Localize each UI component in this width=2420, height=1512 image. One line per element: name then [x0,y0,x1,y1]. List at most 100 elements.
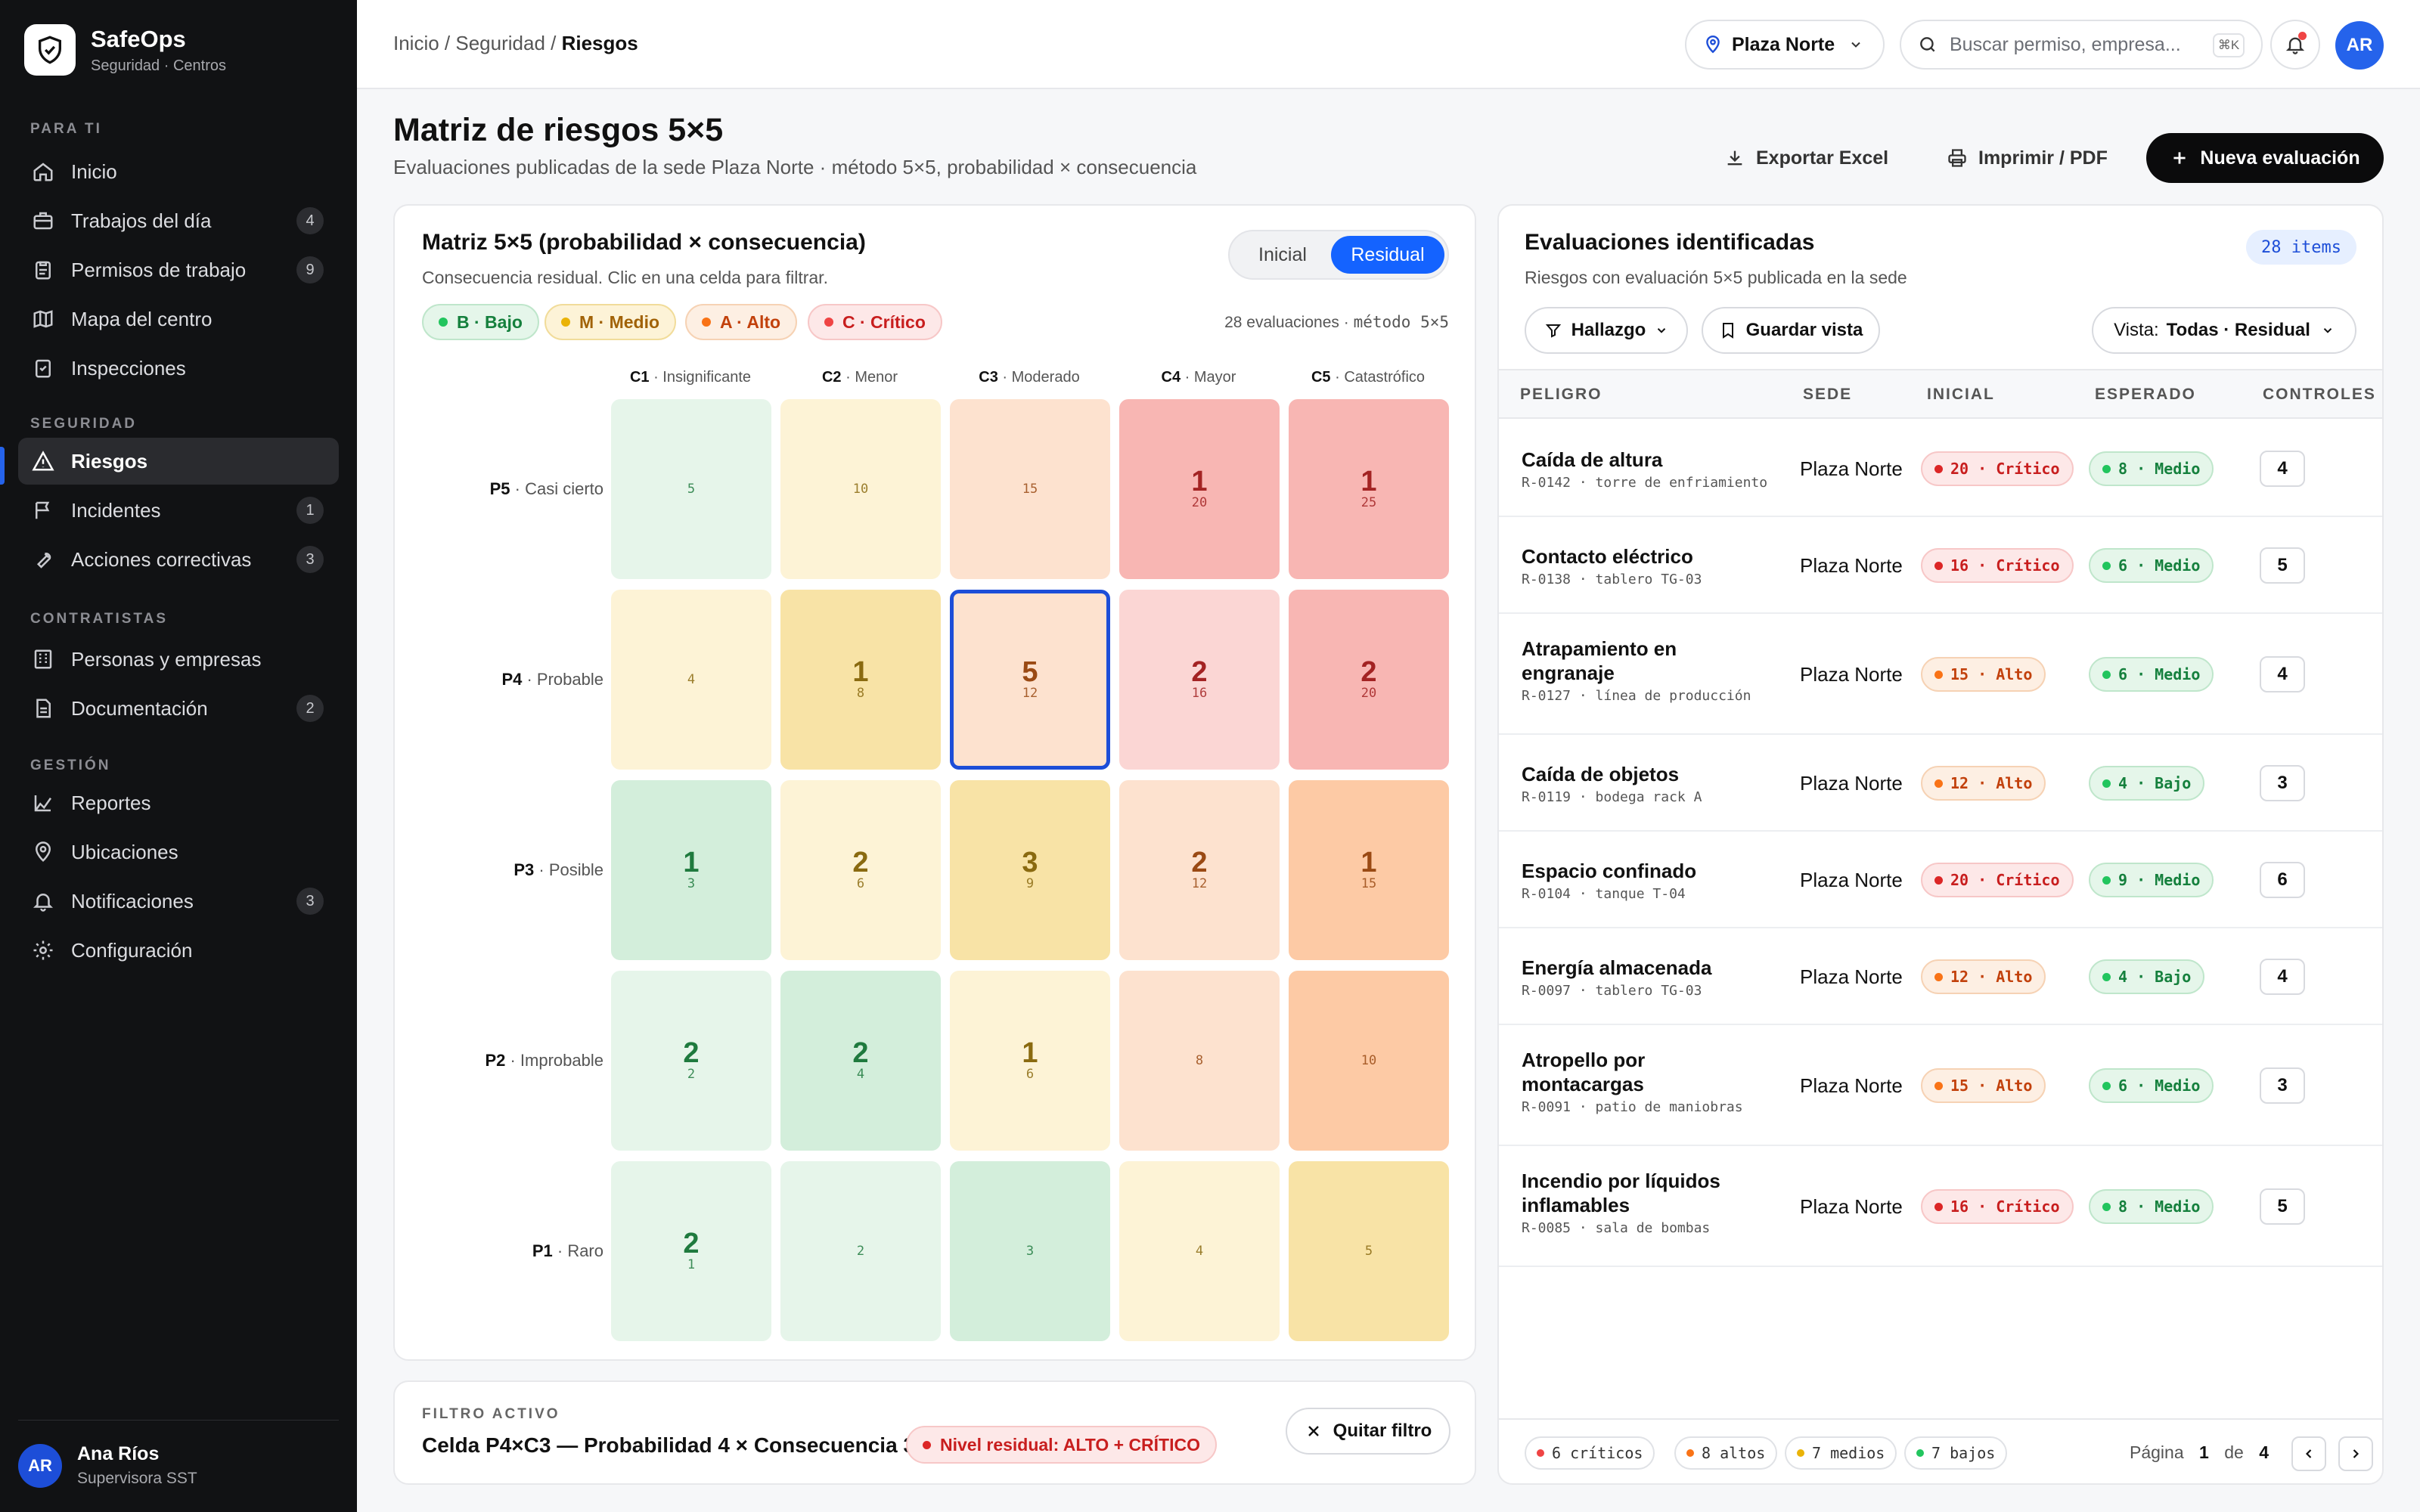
table-row[interactable]: Atropello por montacargas R-0091 · patio … [1499,1025,2382,1146]
breadcrumb-current: Riesgos [561,32,638,54]
sidebar-item-documentación[interactable]: Documentación 2 [18,685,339,732]
sidebar-item-permisos-de-trabajo[interactable]: Permisos de trabajo 9 [18,246,339,293]
expected-risk-label: 4 · Bajo [2118,968,2192,986]
prev-page-button[interactable] [2291,1436,2326,1471]
topbar: Inicio / Seguridad / Riesgos Plaza Norte… [357,0,2420,89]
matrix-cell-p4-c5[interactable]: 2 20 [1289,590,1449,770]
hallazgo-filter-button[interactable]: Hallazgo [1525,307,1688,354]
breadcrumb: Inicio / Seguridad / Riesgos [393,32,638,54]
sidebar-item-incidentes[interactable]: Incidentes 1 [18,487,339,534]
section-label: GESTIÓN [30,758,111,773]
table-row[interactable]: Espacio confinado R-0104 · tanque T-04 Pla… [1499,832,2382,928]
col-inicial[interactable]: INICIAL [1927,386,1995,403]
controls-count[interactable]: 6 [2260,862,2305,898]
row-label-p2: P2 · Improbable [485,1051,603,1070]
sidebar-item-inspecciones[interactable]: Inspecciones [18,345,339,392]
col-peligro[interactable]: PELIGRO [1520,386,1602,403]
matrix-cell-p1-c4[interactable]: 4 [1119,1161,1280,1341]
controls-count[interactable]: 3 [2260,765,2305,801]
notifications-button[interactable] [2270,20,2320,70]
location-selector[interactable]: Plaza Norte [1685,20,1885,70]
col-sede[interactable]: SEDE [1803,386,1853,403]
matrix-cell-p1-c2[interactable]: 2 [780,1161,941,1341]
breadcrumb-seguridad[interactable]: Seguridad [455,32,545,54]
controls-count[interactable]: 5 [2260,1188,2305,1225]
next-page-button[interactable] [2338,1436,2373,1471]
sidebar-item-inicio[interactable]: Inicio [18,148,339,195]
brand[interactable]: SafeOps Seguridad · Centros [24,24,226,76]
sidebar-item-mapa-del-centro[interactable]: Mapa del centro [18,296,339,342]
matrix-cell-p4-c4[interactable]: 2 16 [1119,590,1280,770]
save-view-button[interactable]: Guardar vista [1702,307,1880,354]
controls-count[interactable]: 4 [2260,451,2305,487]
initial-risk-badge: 15 · Alto [1921,1068,2046,1103]
expected-risk-badge: 8 · Medio [2089,451,2214,486]
col-esperado[interactable]: ESPERADO [2095,386,2196,403]
matrix-cell-p1-c5[interactable]: 5 [1289,1161,1449,1341]
search-icon [1920,37,1935,52]
user-name: Ana Ríos [77,1443,160,1464]
breadcrumb-home[interactable]: Inicio [393,32,439,54]
user-avatar-button[interactable]: AR [2335,21,2384,70]
controls-count[interactable]: 4 [2260,656,2305,692]
matrix-cell-p5-c4[interactable]: 1 20 [1119,399,1280,579]
table-row[interactable]: Contacto eléctrico R-0138 · tablero TG-03… [1499,517,2382,614]
matrix-cell-p5-c5[interactable]: 1 25 [1289,399,1449,579]
col-controles[interactable]: CONTROLES [2263,386,2376,403]
sidebar-item-label: Documentación [71,696,208,720]
sidebar-item-ubicaciones[interactable]: Ubicaciones [18,829,339,875]
new-evaluation-button[interactable]: Nueva evaluación [2146,133,2384,183]
user-profile[interactable]: AR Ana Ríos Supervisora SST [18,1420,339,1488]
matrix-cell-p3-c4[interactable]: 2 12 [1119,780,1280,960]
view-selector[interactable]: Vista: Todas · Residual [2092,307,2356,354]
controls-count[interactable]: 4 [2260,959,2305,995]
legend-label: B · Bajo [457,311,523,332]
sidebar-item-notificaciones[interactable]: Notificaciones 3 [18,878,339,925]
matrix-cell-p3-c5[interactable]: 1 15 [1289,780,1449,960]
column-name: Insignificante [662,369,752,386]
matrix-cell-p2-c5[interactable]: 10 [1289,971,1449,1151]
table-row[interactable]: Caída de objetos R-0119 · bodega rack A Pl… [1499,735,2382,832]
initial-risk-label: 20 · Crítico [1950,460,2060,478]
cell-score: 6 [856,876,865,891]
sidebar-item-trabajos-del-día[interactable]: Trabajos del día 4 [18,197,339,244]
toggle-residual[interactable]: Residual [1331,236,1444,274]
controls-count[interactable]: 3 [2260,1067,2305,1104]
cell-score: 20 [1191,495,1208,510]
clipboard-icon [36,261,51,280]
print-button[interactable]: Imprimir / PDF [1947,133,2108,183]
app-name: SafeOps [91,25,186,52]
matrix-cell-p5-c1[interactable]: 5 [611,399,771,579]
shield-logo-icon [24,24,76,76]
matrix-cell-p4-c3[interactable]: 5 12 [950,590,1110,770]
controls-count[interactable]: 5 [2260,547,2305,584]
status-dot [1934,670,1943,679]
sidebar-item-riesgos[interactable]: Riesgos [18,438,339,485]
toggle-initial[interactable]: Inicial [1258,243,1307,265]
sidebar-item-configuración[interactable]: Configuración [18,927,339,974]
sidebar-item-acciones-correctivas[interactable]: Acciones correctivas 3 [18,536,339,583]
table-row[interactable]: Caída de altura R-0142 · torre de enfriam… [1499,420,2382,517]
table-row[interactable]: Energía almacenada R-0097 · tablero TG-03… [1499,928,2382,1025]
search-input[interactable]: Buscar permiso, empresa... ⌘K [1900,20,2263,70]
export-excel-button[interactable]: Exportar Excel [1724,133,1888,183]
table-row[interactable]: Atrapamiento en engranaje R-0127 · línea … [1499,614,2382,735]
table-row[interactable]: Incendio por líquidos inflamables R-0085 … [1499,1146,2382,1267]
sidebar-item-label: Personas y empresas [71,647,262,671]
matrix-cell-p4-c1[interactable]: 4 [611,590,771,770]
matrix-cell-p5-c3[interactable]: 15 [950,399,1110,579]
sidebar-item-reportes[interactable]: Reportes [18,779,339,826]
clear-filter-button[interactable]: Quitar filtro [1286,1408,1450,1455]
matrix-cell-p5-c2[interactable]: 10 [780,399,941,579]
matrix-cell-p2-c4[interactable]: 8 [1119,971,1280,1151]
sidebar-item-personas-y-empresas[interactable]: Personas y empresas [18,636,339,683]
matrix-cell-p1-c3[interactable]: 3 [950,1161,1110,1341]
